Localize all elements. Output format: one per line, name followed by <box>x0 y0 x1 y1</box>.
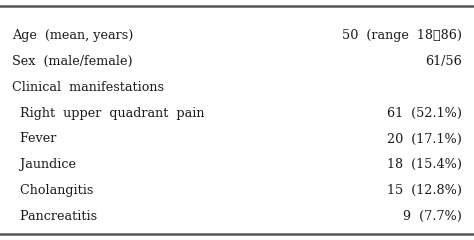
Text: Cholangitis: Cholangitis <box>12 184 93 197</box>
Text: Fever: Fever <box>12 132 56 145</box>
Text: Sex  (male/female): Sex (male/female) <box>12 55 132 68</box>
Text: 9  (7.7%): 9 (7.7%) <box>403 210 462 223</box>
Text: 50  (range  18～86): 50 (range 18～86) <box>342 29 462 42</box>
Text: 15  (12.8%): 15 (12.8%) <box>387 184 462 197</box>
Text: 18  (15.4%): 18 (15.4%) <box>387 158 462 171</box>
Text: Clinical  manifestations: Clinical manifestations <box>12 81 164 94</box>
Text: Right  upper  quadrant  pain: Right upper quadrant pain <box>12 107 204 120</box>
Text: 20  (17.1%): 20 (17.1%) <box>387 132 462 145</box>
Text: Age  (mean, years): Age (mean, years) <box>12 29 133 42</box>
Text: 61/56: 61/56 <box>425 55 462 68</box>
Text: 61  (52.1%): 61 (52.1%) <box>387 107 462 120</box>
Text: Jaundice: Jaundice <box>12 158 76 171</box>
Text: Pancreatitis: Pancreatitis <box>12 210 97 223</box>
